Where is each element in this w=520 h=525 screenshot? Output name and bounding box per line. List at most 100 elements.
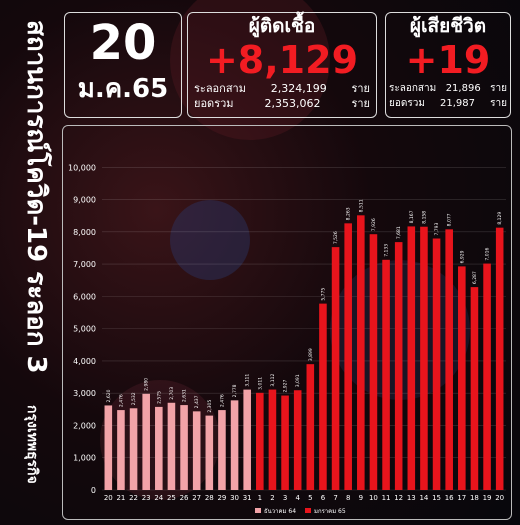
bar xyxy=(344,223,352,491)
x-tick-label: 27 xyxy=(192,494,201,502)
bar xyxy=(256,392,264,490)
x-tick-label: 17 xyxy=(457,494,466,502)
bar xyxy=(319,303,327,490)
brand: กรุงเทพธุรกิจ xyxy=(24,405,40,484)
y-tick-label: 9,000 xyxy=(73,196,96,205)
data-label: 6,929 xyxy=(459,250,465,263)
legend-label: ธันวาคม 64 xyxy=(264,508,296,515)
day: 20 xyxy=(89,15,157,71)
data-label: 8,167 xyxy=(409,210,415,223)
unit: ราย xyxy=(490,98,507,109)
y-tick-label: 6,000 xyxy=(73,292,96,301)
unit: ราย xyxy=(490,83,507,94)
x-tick-label: 13 xyxy=(407,494,416,502)
data-label: 2,305 xyxy=(207,400,213,413)
legend-swatch xyxy=(255,508,261,513)
bar xyxy=(420,226,428,490)
data-label: 3,899 xyxy=(308,348,314,361)
x-tick-label: 28 xyxy=(205,494,214,502)
bar xyxy=(142,393,150,490)
bar xyxy=(218,410,226,490)
x-tick-label: 7 xyxy=(333,494,337,502)
deaths-box: ผู้เสียชีวิต +19 ระลอกสาม 21,896 ราย ยอดรว… xyxy=(385,12,511,118)
bar xyxy=(180,405,188,490)
infected-total-row: ยอดรวม 2,353,062 ราย xyxy=(188,96,376,111)
bar xyxy=(192,411,201,490)
data-label: 5,775 xyxy=(320,288,326,301)
data-label: 2,980 xyxy=(144,378,150,391)
value: 2,353,062 xyxy=(264,97,321,110)
data-label: 8,263 xyxy=(346,207,352,220)
bar xyxy=(306,364,315,490)
data-label: 8,077 xyxy=(447,213,453,226)
x-tick-label: 8 xyxy=(346,494,350,502)
bar xyxy=(155,406,163,490)
x-tick-label: 29 xyxy=(217,494,226,502)
bar xyxy=(230,400,239,490)
y-tick-label: 1,000 xyxy=(73,454,96,463)
data-label: 6,287 xyxy=(472,271,478,284)
data-label: 3,112 xyxy=(270,374,276,387)
bar xyxy=(243,389,251,490)
data-label: 2,778 xyxy=(232,384,238,397)
deaths-new: +19 xyxy=(405,38,491,82)
label: ยอดรวม xyxy=(194,97,234,110)
x-tick-label: 12 xyxy=(394,494,403,502)
data-label: 7,681 xyxy=(396,226,402,239)
x-tick-label: 3 xyxy=(283,494,287,502)
data-label: 8,511 xyxy=(358,199,364,212)
infected-box: ผู้ติดเชื้อ +8,129 ระลอกสาม 2,324,199 ราย … xyxy=(187,12,377,118)
legend-swatch xyxy=(305,508,311,513)
y-tick-label: 8,000 xyxy=(73,228,96,237)
date-box: 20 ม.ค.65 xyxy=(64,12,182,118)
unit: ราย xyxy=(351,82,370,95)
bar xyxy=(117,410,125,490)
x-tick-label: 11 xyxy=(382,494,391,502)
x-tick-label: 2 xyxy=(270,494,274,502)
data-label: 2,476 xyxy=(118,394,124,407)
label: ระลอกสาม xyxy=(389,83,437,94)
data-label: 7,926 xyxy=(371,218,377,231)
x-tick-label: 31 xyxy=(243,494,252,502)
data-label: 2,703 xyxy=(169,387,175,400)
data-label: 8,158 xyxy=(421,211,427,224)
side-title: สถานการณ์โควิด-19 ระลอก 3 xyxy=(21,20,53,374)
bar xyxy=(293,390,302,490)
x-tick-label: 15 xyxy=(432,494,441,502)
bar xyxy=(382,259,390,490)
x-tick-label: 30 xyxy=(230,494,239,502)
bar xyxy=(357,215,365,490)
chart-panel xyxy=(62,125,512,520)
y-tick-label: 10,000 xyxy=(68,163,96,172)
x-tick-label: 18 xyxy=(470,494,479,502)
infected-title: ผู้ติดเชื้อ xyxy=(248,15,316,37)
x-tick-label: 14 xyxy=(419,494,428,502)
data-label: 8,129 xyxy=(497,212,503,225)
x-tick-label: 23 xyxy=(142,494,151,502)
y-tick-label: 3,000 xyxy=(73,389,96,398)
bar xyxy=(268,389,277,490)
x-tick-label: 9 xyxy=(359,494,363,502)
bar xyxy=(394,242,403,490)
data-label: 7,793 xyxy=(434,222,440,235)
x-tick-label: 4 xyxy=(295,494,300,502)
bar xyxy=(407,226,416,490)
bar xyxy=(205,415,214,490)
bar xyxy=(331,247,340,490)
x-tick-label: 20 xyxy=(104,494,113,502)
deaths-total-row: ยอดรวม 21,987 ราย xyxy=(386,96,510,111)
x-tick-label: 22 xyxy=(129,494,138,502)
label: ระลอกสาม xyxy=(194,82,246,95)
bar xyxy=(445,229,453,490)
x-tick-label: 19 xyxy=(483,494,492,502)
data-label: 7,526 xyxy=(333,231,339,244)
x-tick-label: 10 xyxy=(369,494,378,502)
bar xyxy=(369,234,378,490)
value: 21,896 xyxy=(445,83,481,94)
data-label: 2,532 xyxy=(131,392,137,405)
deaths-wave-row: ระลอกสาม 21,896 ราย xyxy=(386,81,510,96)
y-tick-label: 4,000 xyxy=(73,357,96,366)
label: ยอดรวม xyxy=(389,98,425,109)
